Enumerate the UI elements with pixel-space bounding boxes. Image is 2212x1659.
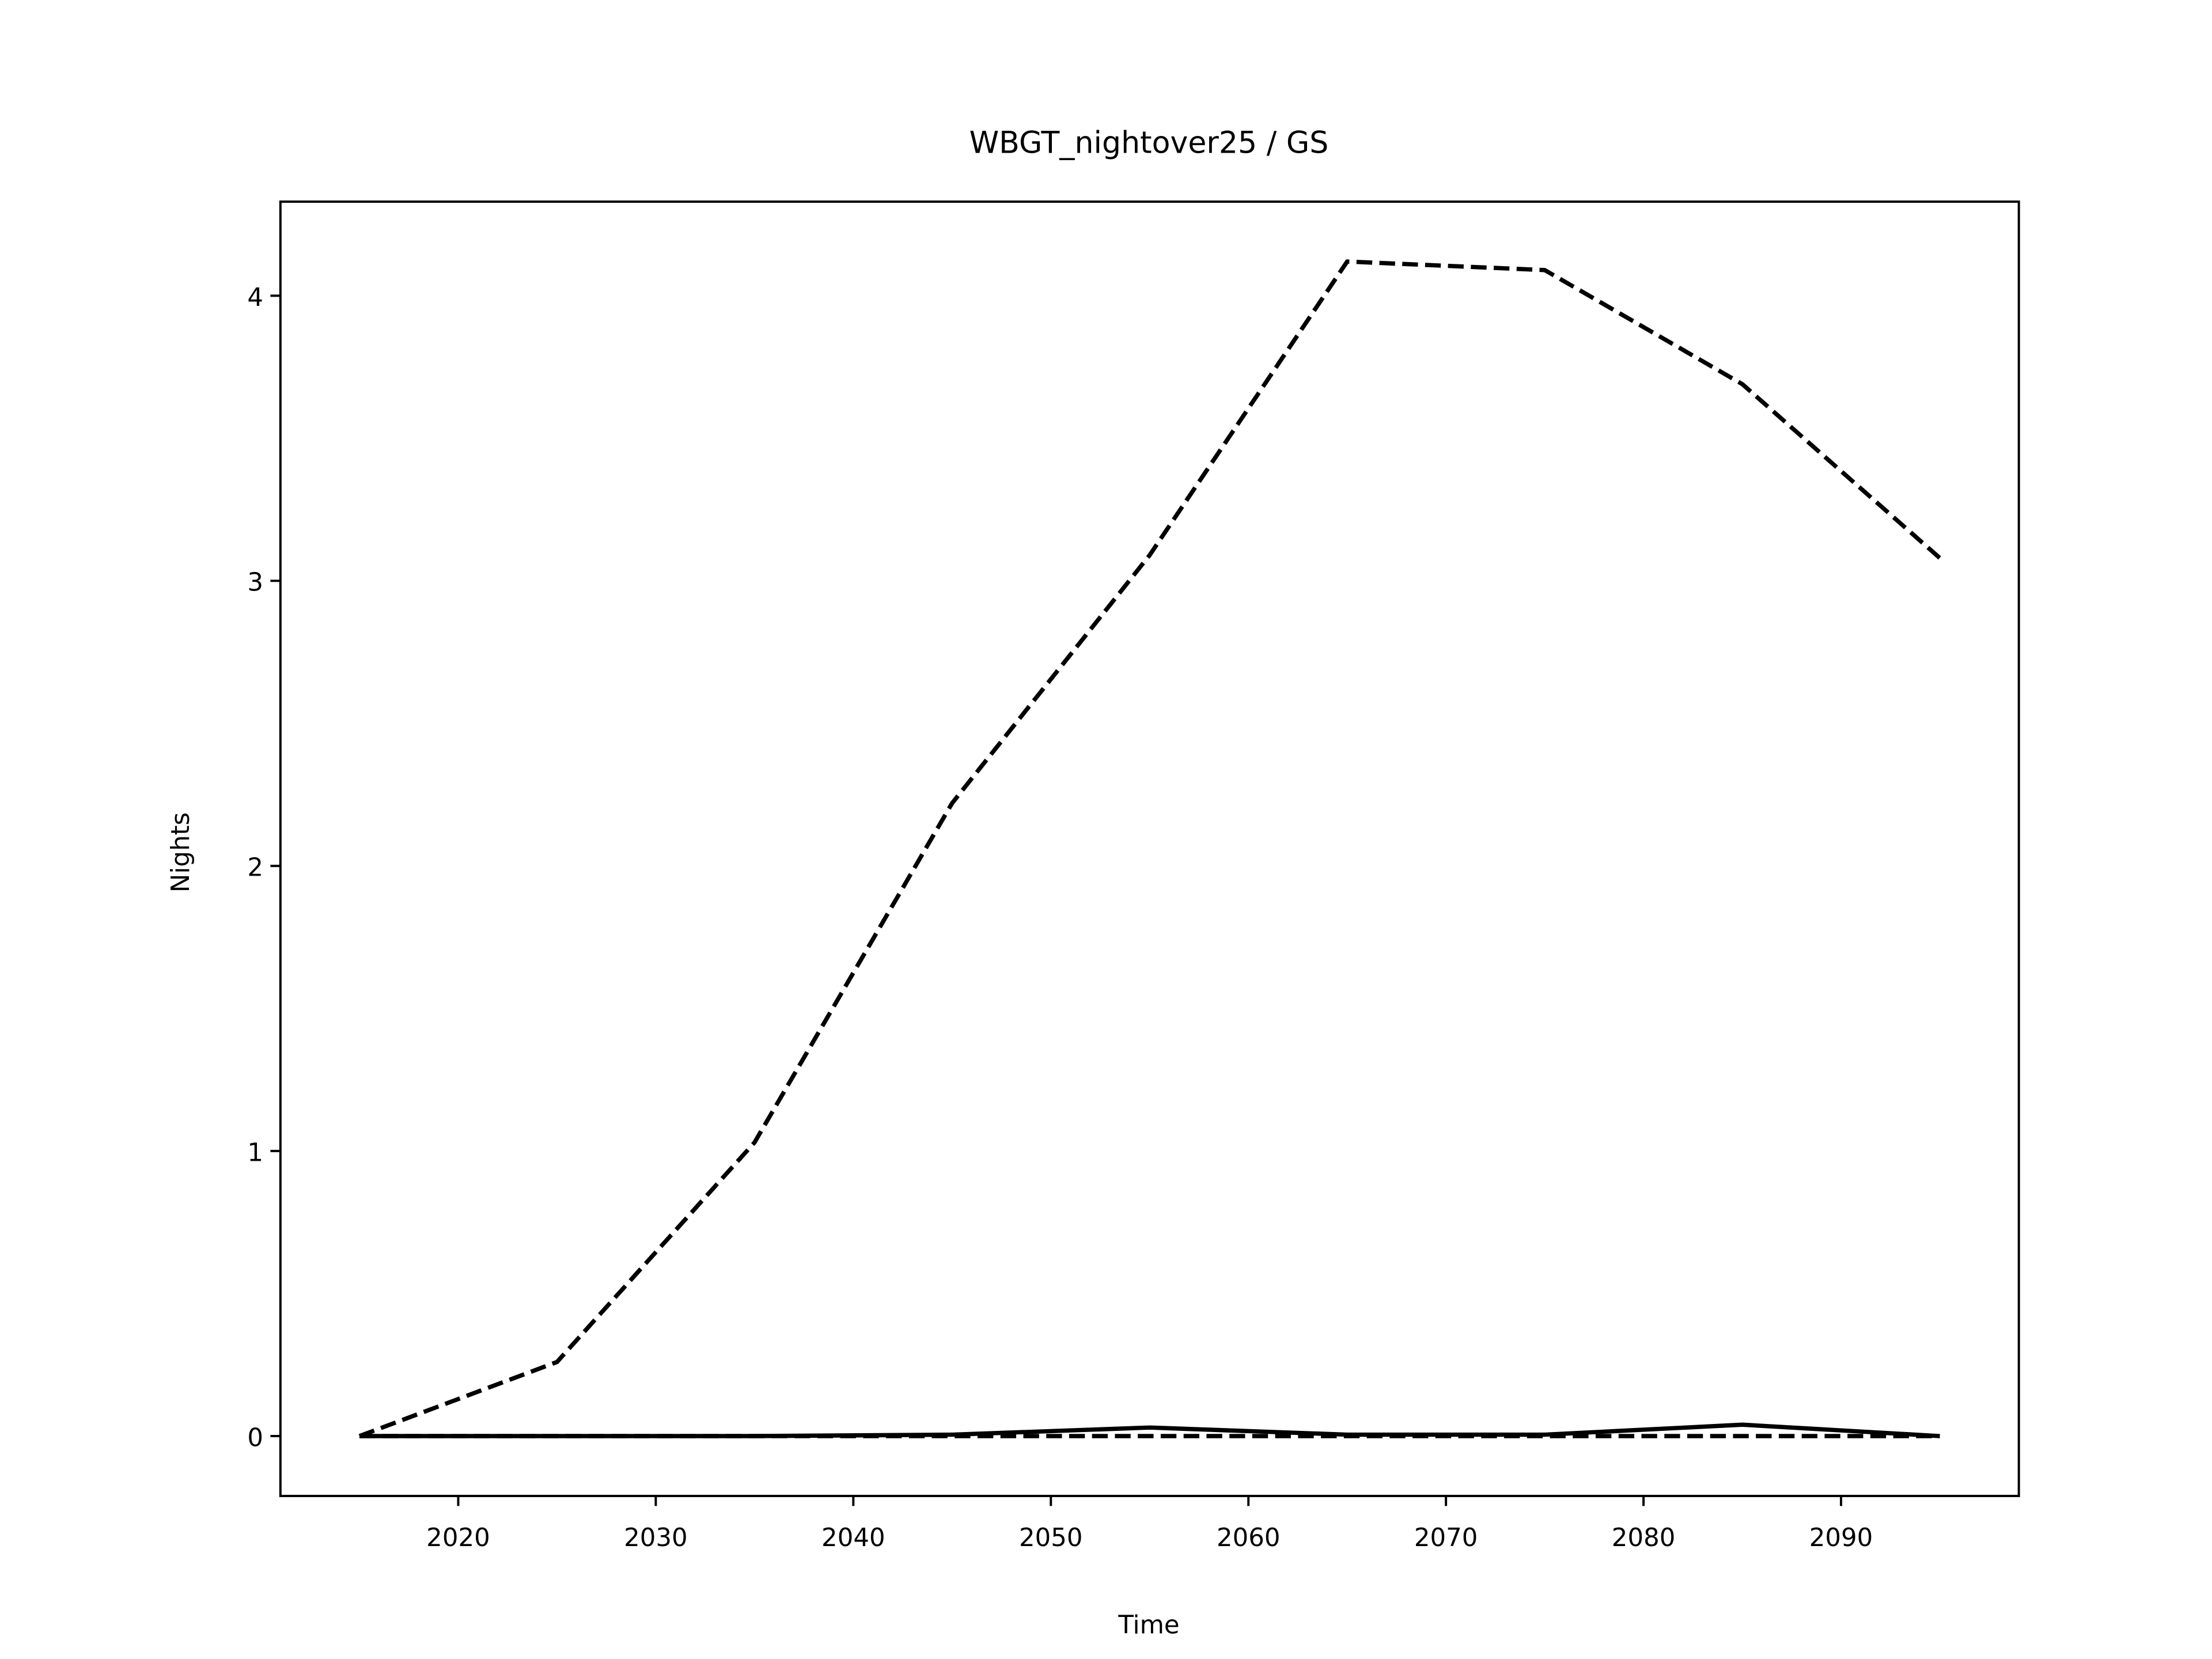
x-tick-label: 2040 [821,1524,885,1552]
x-tick-label: 2080 [1612,1524,1676,1552]
x-tick-label: 2070 [1414,1524,1478,1552]
chart-title: WBGT_nightover25 / GS [969,126,1329,161]
x-tick-label: 2050 [1019,1524,1083,1552]
x-tick-label: 2090 [1809,1524,1873,1552]
plot-frame [279,200,2020,1497]
y-tick-label: 4 [247,283,263,312]
y-axis-label: Nights [166,812,195,892]
x-tick-label: 2020 [426,1524,490,1552]
y-tick-label: 0 [247,1423,263,1452]
x-tick-label: 2060 [1217,1524,1281,1552]
y-tick-label: 3 [247,569,263,597]
data-line [358,259,1941,1438]
x-tick-label: 2030 [624,1524,688,1552]
x-axis-label: Time [1118,1611,1179,1639]
y-tick-label: 1 [247,1139,263,1168]
y-tick-label: 2 [247,854,263,882]
